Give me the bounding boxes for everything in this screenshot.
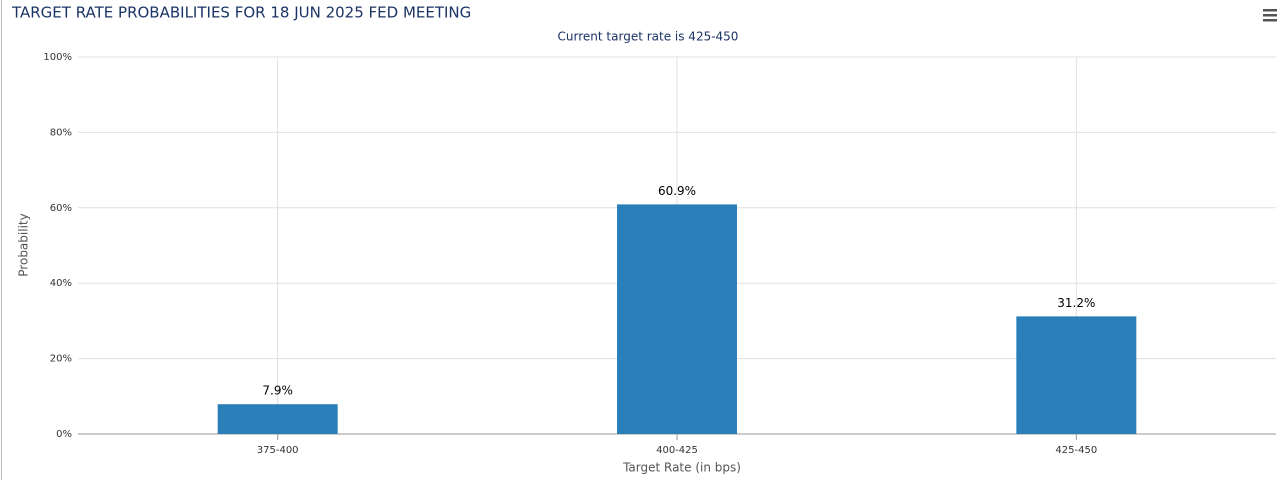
menu-bar[interactable] [1263, 14, 1277, 17]
menu-icon[interactable] [1263, 9, 1277, 22]
y-tick-label: 60% [50, 203, 72, 214]
chart-title: TARGET RATE PROBABILITIES FOR 18 JUN 202… [11, 4, 471, 22]
x-tick-label: 375-400 [257, 445, 299, 456]
y-tick-label: 20% [50, 354, 72, 365]
data-label: 7.9% [262, 384, 293, 398]
x-tick-label: 400-425 [656, 445, 698, 456]
y-tick-label: 0% [56, 429, 72, 440]
y-tick-label: 100% [43, 52, 72, 63]
y-tick-label: 40% [50, 278, 72, 289]
x-axis-label: Target Rate (in bps) [622, 461, 741, 475]
chart-subtitle: Current target rate is 425-450 [558, 30, 739, 44]
x-tick-label: 425-450 [1055, 445, 1097, 456]
data-label: 31.2% [1057, 296, 1095, 310]
menu-bar[interactable] [1263, 9, 1277, 12]
data-label: 60.9% [658, 184, 696, 198]
y-tick-label: 80% [50, 127, 72, 138]
menu-bar[interactable] [1263, 19, 1277, 22]
bar [617, 204, 737, 434]
bar [1016, 316, 1137, 434]
y-axis-label: Probability [17, 213, 31, 276]
bar [217, 404, 338, 434]
